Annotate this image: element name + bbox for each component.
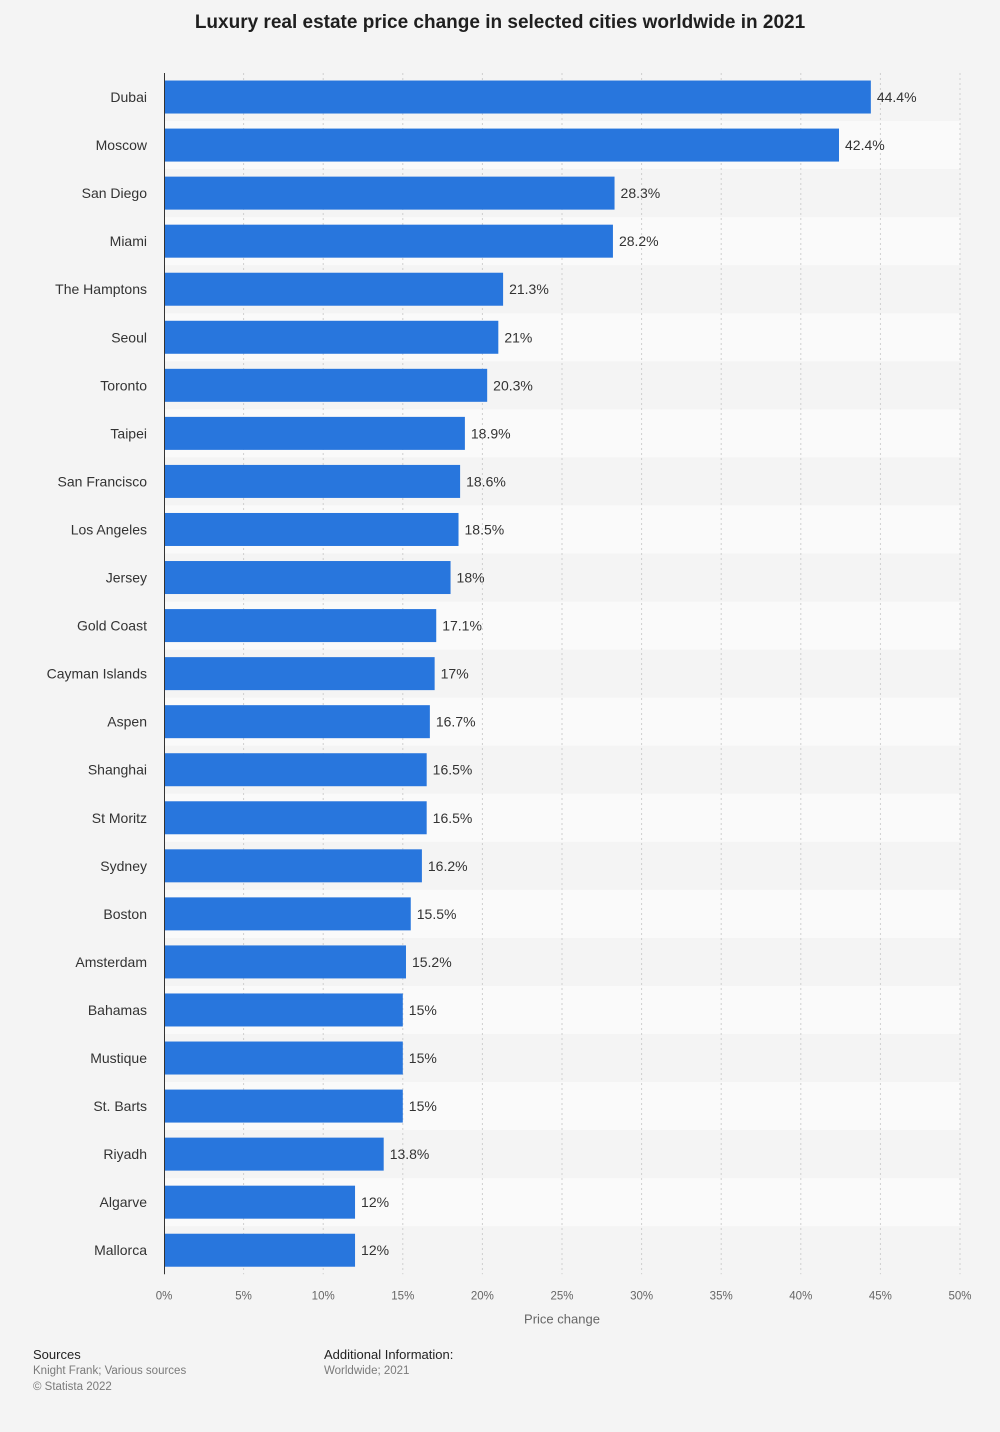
bar-chart: Dubai 44.4% Moscow 42.4% San Diego 28.3% Miami… (47, 73, 972, 1326)
bar[interactable] (164, 80, 871, 114)
x-tick-label: 50% (948, 1290, 971, 1302)
value-label: 15.2% (412, 954, 452, 970)
x-tick-label: 35% (710, 1290, 733, 1302)
value-label: 18.9% (471, 425, 511, 441)
category-label: St Moritz (92, 810, 147, 826)
category-label: Los Angeles (71, 521, 147, 537)
bar[interactable] (164, 224, 613, 258)
bar[interactable] (164, 512, 459, 546)
category-label: Riyadh (103, 1146, 147, 1162)
x-tick-label: 45% (869, 1290, 892, 1302)
category-label: Taipei (110, 425, 147, 441)
value-label: 28.2% (619, 233, 659, 249)
value-label: 17% (441, 666, 469, 682)
category-label: San Francisco (58, 473, 148, 489)
category-label: St. Barts (93, 1098, 147, 1114)
value-label: 21% (504, 329, 532, 345)
bar[interactable] (164, 849, 422, 883)
category-label: San Diego (82, 185, 148, 201)
bar[interactable] (164, 368, 488, 402)
value-label: 21.3% (509, 281, 549, 297)
additional-info-heading[interactable]: Additional Information: (324, 1347, 454, 1362)
category-label: Moscow (96, 137, 148, 153)
value-label: 17.1% (442, 618, 482, 634)
bar[interactable] (164, 176, 615, 210)
value-label: 28.3% (621, 185, 661, 201)
bar[interactable] (164, 705, 430, 739)
category-label: Dubai (110, 89, 147, 105)
bar[interactable] (164, 1089, 403, 1123)
category-label: Boston (103, 906, 147, 922)
sources-block: Sources Knight Frank; Various sources © … (33, 1347, 293, 1395)
bar[interactable] (164, 464, 461, 498)
value-label: 42.4% (845, 137, 885, 153)
bar[interactable] (164, 416, 465, 450)
category-label: Aspen (107, 714, 147, 730)
x-tick-label: 5% (235, 1290, 252, 1302)
value-label: 18.6% (466, 473, 506, 489)
category-label: Cayman Islands (47, 666, 147, 682)
value-label: 16.7% (436, 714, 476, 730)
category-label: Seoul (111, 329, 147, 345)
x-tick-label: 20% (471, 1290, 494, 1302)
value-label: 15% (409, 1002, 437, 1018)
value-label: 18.5% (465, 521, 505, 537)
x-tick-label: 10% (312, 1290, 335, 1302)
bar[interactable] (164, 609, 437, 643)
bar[interactable] (164, 561, 451, 595)
bar[interactable] (164, 1233, 356, 1267)
x-tick-label: 25% (550, 1290, 573, 1302)
additional-info-text: Worldwide; 2021 (324, 1365, 410, 1377)
category-label: Amsterdam (75, 954, 147, 970)
x-tick-label: 15% (391, 1290, 414, 1302)
category-label: Jersey (106, 570, 147, 586)
bar[interactable] (164, 945, 406, 979)
category-label: Shanghai (88, 762, 147, 778)
bar[interactable] (164, 1041, 403, 1075)
copyright-text: © Statista 2022 (33, 1381, 112, 1393)
value-label: 12% (361, 1194, 389, 1210)
category-label: The Hamptons (55, 281, 147, 297)
x-tick-label: 30% (630, 1290, 653, 1302)
value-label: 18% (457, 570, 485, 586)
bar[interactable] (164, 897, 411, 931)
value-label: 16.5% (433, 762, 473, 778)
value-label: 16.2% (428, 858, 468, 874)
category-label: Bahamas (88, 1002, 147, 1018)
value-label: 13.8% (390, 1146, 430, 1162)
value-label: 44.4% (877, 89, 917, 105)
x-tick-label: 0% (156, 1290, 173, 1302)
category-label: Algarve (100, 1194, 148, 1210)
bar[interactable] (164, 1185, 356, 1219)
category-label: Miami (110, 233, 147, 249)
x-tick-label: 40% (789, 1290, 812, 1302)
category-label: Mallorca (94, 1242, 147, 1258)
sources-heading[interactable]: Sources (33, 1347, 81, 1362)
bar[interactable] (164, 128, 840, 162)
bar[interactable] (164, 1137, 384, 1171)
category-label: Sydney (100, 858, 147, 874)
category-label: Gold Coast (77, 618, 147, 634)
category-label: Toronto (100, 377, 147, 393)
value-label: 15% (409, 1098, 437, 1114)
bar[interactable] (164, 993, 403, 1027)
value-label: 16.5% (433, 810, 473, 826)
value-label: 15% (409, 1050, 437, 1066)
bar[interactable] (164, 801, 427, 835)
bar[interactable] (164, 320, 499, 354)
bar[interactable] (164, 753, 427, 787)
category-label: Mustique (90, 1050, 147, 1066)
value-label: 15.5% (417, 906, 457, 922)
value-label: 20.3% (493, 377, 533, 393)
additional-info-block: Additional Information: Worldwide; 2021 (324, 1347, 624, 1379)
x-axis-title: Price change (524, 1311, 600, 1326)
value-label: 12% (361, 1242, 389, 1258)
sources-text: Knight Frank; Various sources (33, 1365, 187, 1377)
bar[interactable] (164, 657, 435, 691)
chart-title: Luxury real estate price change in selec… (194, 12, 806, 33)
bar[interactable] (164, 272, 504, 306)
